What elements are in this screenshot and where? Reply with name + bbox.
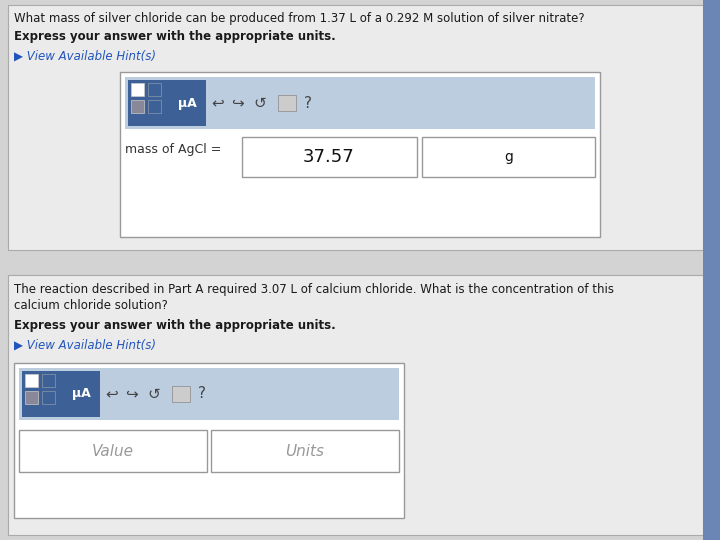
Bar [131,100,144,113]
Text: Units: Units [286,443,325,458]
Bar [25,391,38,404]
Text: Value: Value [92,443,134,458]
Bar [62,371,100,417]
Text: ▶ View Available Hint(s): ▶ View Available Hint(s) [14,50,156,63]
Bar [278,95,296,111]
Bar [148,83,161,96]
Text: The reaction described in Part A required 3.07 L of calcium chloride. What is th: The reaction described in Part A require… [14,283,614,296]
Bar [14,363,404,518]
Text: ↪: ↪ [125,387,138,402]
Bar [19,368,399,420]
Bar [168,80,206,126]
Text: Express your answer with the appropriate units.: Express your answer with the appropriate… [14,30,336,43]
Bar [242,137,417,177]
Bar [8,5,703,250]
Text: Express your answer with the appropriate units.: Express your answer with the appropriate… [14,319,336,332]
Text: ▶ View Available Hint(s): ▶ View Available Hint(s) [14,339,156,352]
Bar [25,374,38,387]
Text: ?: ? [304,96,312,111]
Text: ↺: ↺ [253,96,266,111]
Bar [422,137,595,177]
Bar [42,374,55,387]
Text: ?: ? [198,387,206,402]
Bar [22,371,62,417]
Bar [211,430,399,472]
Text: ↩: ↩ [106,387,118,402]
Text: ↺: ↺ [148,387,161,402]
Text: 37.57: 37.57 [303,148,355,166]
Bar [8,275,703,535]
Text: g: g [505,150,513,164]
Text: ↪: ↪ [232,96,244,111]
Bar [148,100,161,113]
Bar [125,77,595,129]
Bar [42,391,55,404]
Text: ↩: ↩ [212,96,225,111]
Bar [131,83,144,96]
Bar [172,386,190,402]
Bar [128,80,168,126]
Bar [703,0,720,540]
Bar [120,72,600,237]
Text: What mass of silver chloride can be produced from 1.37 L of a 0.292 M solution o: What mass of silver chloride can be prod… [14,12,585,25]
Text: mass of AgCl =: mass of AgCl = [125,143,221,156]
Bar [19,430,207,472]
Text: calcium chloride solution?: calcium chloride solution? [14,299,168,312]
Text: μA: μA [71,388,91,401]
Text: μA: μA [178,97,197,110]
